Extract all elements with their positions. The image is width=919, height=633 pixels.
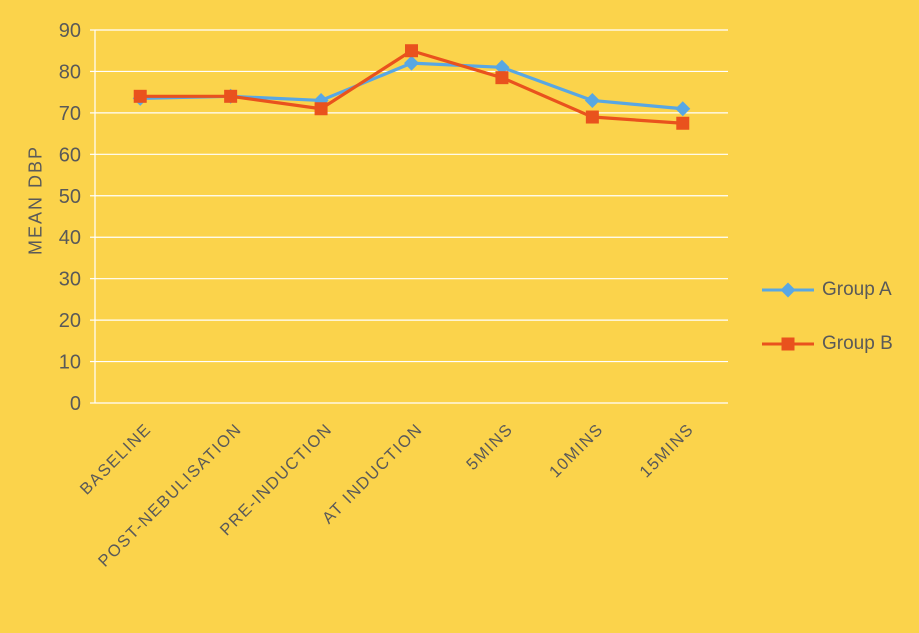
y-tick-label: 40	[59, 227, 81, 249]
marker-square	[495, 71, 509, 85]
y-tick-label: 90	[59, 20, 81, 42]
marker-square	[133, 89, 147, 103]
y-tick-label: 70	[59, 103, 81, 125]
y-tick-label: 60	[59, 144, 81, 166]
y-axis-title: MEAN DBP	[25, 144, 46, 256]
legend-item-group-b: Group B	[760, 326, 893, 362]
y-tick-label: 10	[59, 352, 81, 374]
marker-square	[224, 89, 238, 103]
marker-diamond	[780, 282, 796, 298]
y-tick-label: 20	[59, 310, 81, 332]
marker-square	[781, 337, 795, 351]
x-category-label: 10MINS	[546, 420, 607, 481]
legend-marker-group-b-icon	[762, 337, 814, 351]
legend-marker-group-a-icon	[762, 282, 814, 298]
legend-label-group-b: Group B	[822, 333, 893, 354]
legend-label-group-a: Group A	[822, 279, 892, 300]
y-tick-label: 50	[59, 186, 81, 208]
x-category-label: 5MINS	[463, 420, 517, 474]
marker-diamond	[404, 55, 419, 71]
legend: Group A Group B	[760, 272, 893, 362]
marker-diamond	[584, 92, 600, 108]
marker-square	[676, 116, 690, 130]
x-category-label: POST-NEBULISATION	[95, 420, 245, 570]
marker-square	[405, 44, 418, 58]
x-category-label: 15MINS	[636, 420, 697, 481]
legend-item-group-a: Group A	[760, 272, 893, 308]
marker-diamond	[675, 101, 691, 117]
marker-diamond	[494, 59, 510, 75]
y-tick-label: 80	[59, 61, 81, 83]
marker-square	[314, 102, 328, 116]
y-tick-label: 0	[70, 393, 81, 415]
y-tick-label: 30	[59, 269, 81, 291]
marker-square	[585, 110, 599, 124]
x-category-label: BASELINE	[77, 420, 155, 498]
x-category-label: AT INDUCTION	[319, 420, 426, 527]
